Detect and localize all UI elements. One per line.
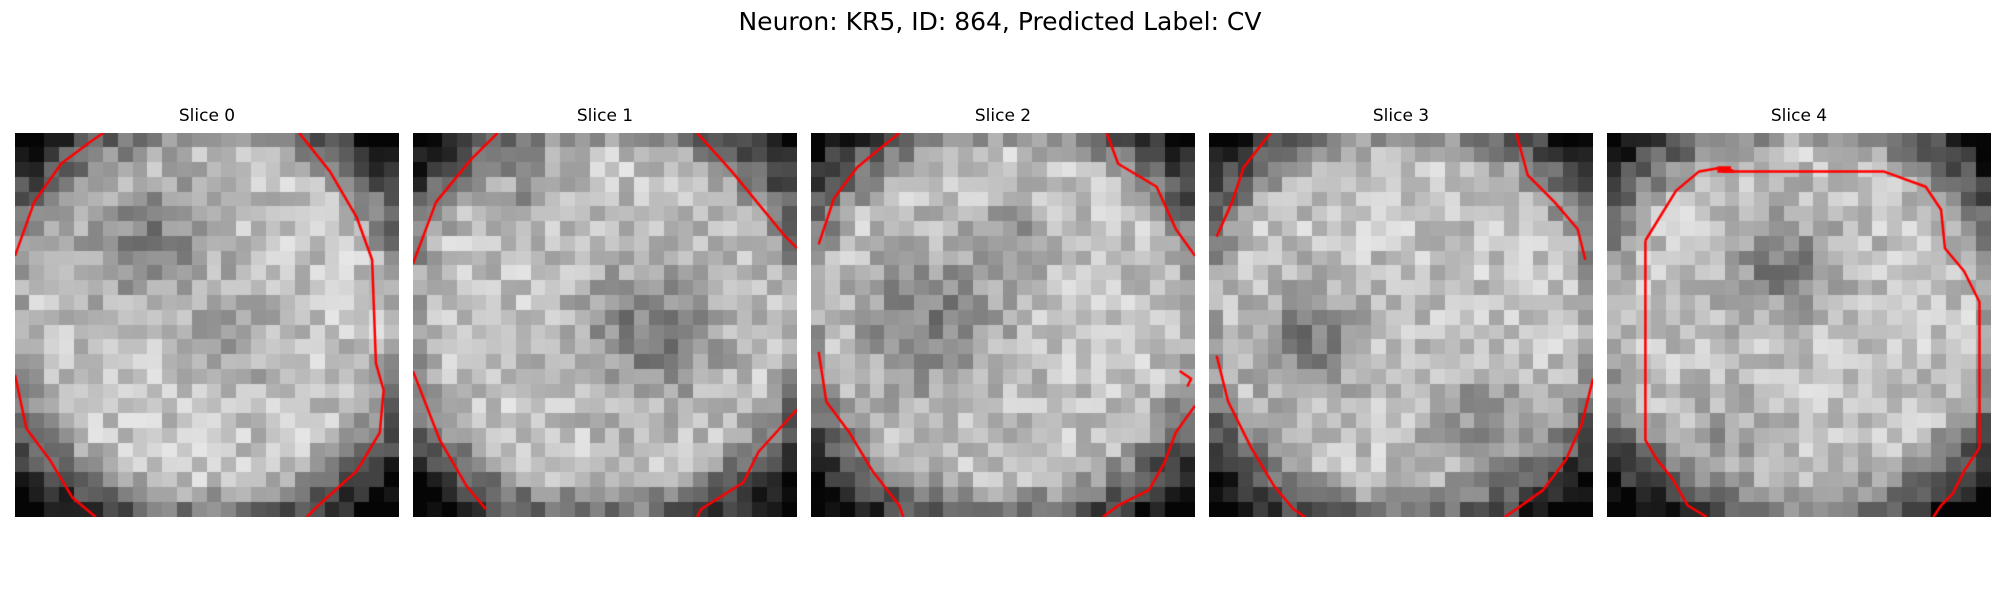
slice-title: Slice 1	[576, 106, 634, 126]
slice-title: Slice 3	[1372, 106, 1430, 126]
slice-title: Slice 2	[974, 106, 1032, 126]
slice-image	[811, 133, 1195, 517]
figure-title: Neuron: KR5, ID: 864, Predicted Label: C…	[738, 7, 1262, 36]
slice-image	[413, 133, 797, 517]
slice-image	[1209, 133, 1593, 517]
slice-title: Slice 0	[178, 106, 236, 126]
slice-image	[15, 133, 399, 517]
slice-title: Slice 4	[1770, 106, 1828, 126]
slice-image	[1607, 133, 1991, 517]
